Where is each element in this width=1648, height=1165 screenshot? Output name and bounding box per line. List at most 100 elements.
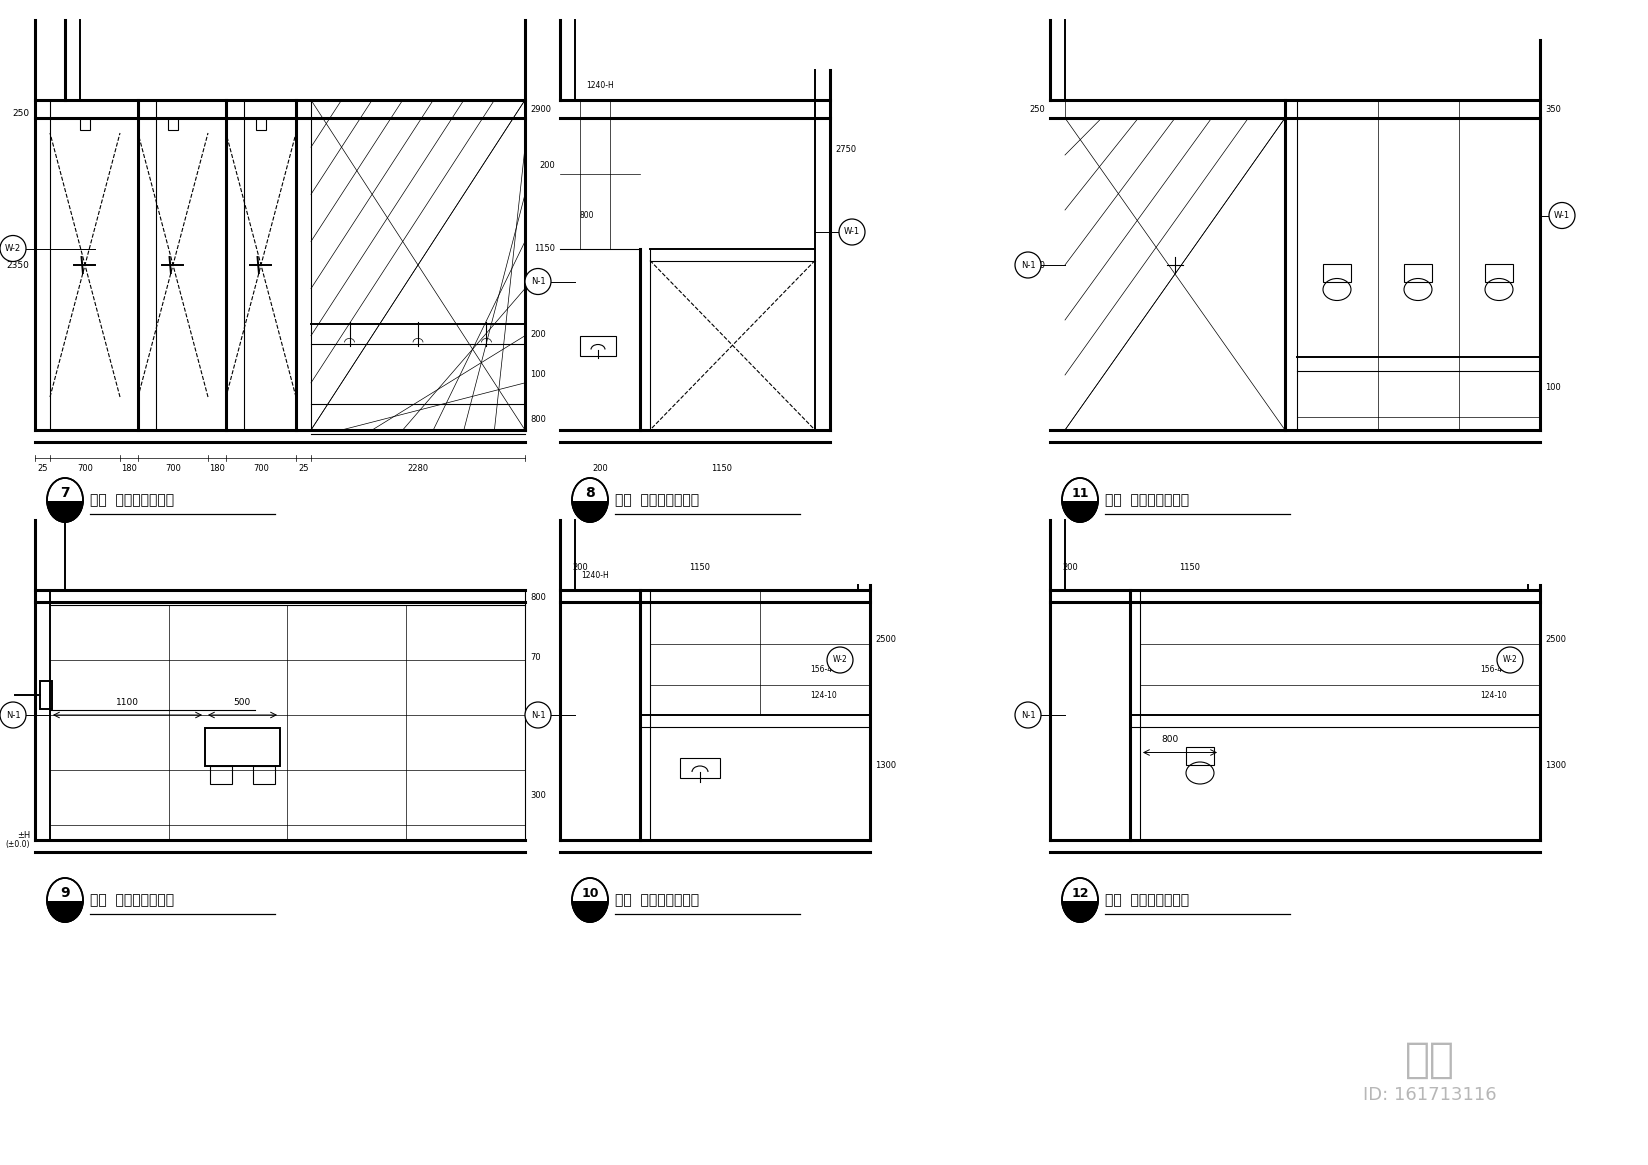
Polygon shape — [1061, 901, 1098, 922]
Bar — [255, 118, 265, 130]
Polygon shape — [1061, 878, 1098, 901]
Polygon shape — [1061, 478, 1098, 500]
Polygon shape — [572, 478, 608, 500]
Text: 1150: 1150 — [534, 243, 555, 253]
Circle shape — [0, 235, 26, 261]
Text: 2500: 2500 — [1544, 635, 1566, 644]
Text: 500: 500 — [234, 698, 250, 707]
Polygon shape — [572, 500, 608, 522]
Text: 1150: 1150 — [689, 563, 710, 572]
Text: 2280: 2280 — [407, 464, 428, 473]
Text: 200: 200 — [539, 162, 555, 170]
Text: W-1: W-1 — [844, 227, 860, 236]
Text: W-1: W-1 — [1554, 211, 1571, 220]
Text: 350: 350 — [1544, 106, 1561, 114]
Text: 180: 180 — [120, 464, 137, 473]
Polygon shape — [48, 500, 82, 522]
Text: 二层  女衛生間立面圖: 二层 女衛生間立面圖 — [615, 493, 699, 507]
Text: 1240-H: 1240-H — [582, 571, 608, 580]
Text: 300: 300 — [531, 791, 545, 799]
Bar — [40, 682, 53, 709]
Text: 7: 7 — [61, 487, 69, 501]
Text: N-1: N-1 — [1020, 711, 1035, 720]
Text: 2000: 2000 — [1023, 261, 1045, 269]
Text: W-2: W-2 — [1503, 656, 1518, 664]
Text: 100: 100 — [531, 370, 545, 379]
Text: 200: 200 — [531, 330, 545, 339]
Text: 1150: 1150 — [712, 464, 732, 473]
Text: 200: 200 — [592, 464, 608, 473]
Text: 124-10: 124-10 — [811, 691, 837, 699]
Text: 11: 11 — [1071, 487, 1089, 500]
Polygon shape — [572, 878, 608, 901]
Circle shape — [0, 702, 26, 728]
Polygon shape — [48, 901, 82, 922]
Text: 2350: 2350 — [7, 261, 30, 269]
Polygon shape — [48, 478, 82, 500]
Text: N-1: N-1 — [1020, 261, 1035, 269]
Bar — [204, 727, 280, 765]
Text: 70: 70 — [531, 652, 541, 662]
Text: 2200: 2200 — [531, 711, 550, 720]
Text: 1300: 1300 — [875, 761, 897, 770]
Text: 200: 200 — [1061, 563, 1078, 572]
Text: 250: 250 — [1030, 106, 1045, 114]
Text: N-1: N-1 — [531, 277, 545, 285]
Text: 700: 700 — [165, 464, 181, 473]
Bar — [81, 118, 91, 130]
Text: 2750: 2750 — [836, 144, 855, 154]
Text: 700: 700 — [254, 464, 269, 473]
Text: 二层  女管生間立面圖: 二层 女管生間立面圖 — [615, 894, 699, 908]
Text: 124-10: 124-10 — [1480, 691, 1506, 699]
Bar — [1323, 263, 1351, 282]
Bar — [580, 336, 616, 355]
Text: 知末: 知末 — [1406, 1039, 1455, 1081]
Text: 25: 25 — [298, 464, 308, 473]
Text: 10: 10 — [582, 887, 598, 899]
Circle shape — [827, 647, 854, 673]
Text: 9: 9 — [61, 887, 69, 901]
Bar — [209, 765, 232, 784]
Text: 800: 800 — [580, 211, 595, 220]
Text: 800: 800 — [531, 415, 545, 424]
Bar — [681, 758, 720, 778]
Text: 156-4: 156-4 — [1480, 665, 1501, 675]
Circle shape — [1015, 252, 1042, 278]
Text: N-1: N-1 — [531, 711, 545, 720]
Text: 800: 800 — [531, 593, 545, 602]
Bar — [168, 118, 178, 130]
Text: 200: 200 — [572, 563, 588, 572]
Bar — [254, 765, 275, 784]
Text: (±0.0): (±0.0) — [5, 840, 30, 849]
Text: 2900: 2900 — [531, 106, 550, 114]
Text: 156-4: 156-4 — [811, 665, 832, 675]
Text: 8: 8 — [585, 487, 595, 501]
Text: W-2: W-2 — [832, 656, 847, 664]
Text: 180: 180 — [209, 464, 224, 473]
Text: 250: 250 — [12, 110, 30, 119]
Circle shape — [526, 268, 550, 295]
Text: 1100: 1100 — [115, 698, 138, 707]
Circle shape — [1015, 702, 1042, 728]
Text: 1300: 1300 — [1544, 761, 1566, 770]
Bar — [1404, 263, 1432, 282]
Text: ID: 161713116: ID: 161713116 — [1363, 1086, 1496, 1104]
Polygon shape — [572, 901, 608, 922]
Text: 二层  女衛生間立面圖: 二层 女衛生間立面圖 — [91, 894, 175, 908]
Text: 12: 12 — [1071, 887, 1089, 899]
Text: 800: 800 — [1162, 735, 1178, 744]
Circle shape — [526, 702, 550, 728]
Text: 1150: 1150 — [1180, 563, 1200, 572]
Bar — [1485, 263, 1513, 282]
Polygon shape — [48, 878, 82, 901]
Text: 二层  女衛生間立面圖: 二层 女衛生間立面圖 — [1106, 894, 1190, 908]
Text: 1240-H: 1240-H — [587, 82, 613, 90]
Bar — [1187, 747, 1215, 765]
Text: N-1: N-1 — [5, 711, 20, 720]
Polygon shape — [1061, 500, 1098, 522]
Text: 二层  女衛生間立面圖: 二层 女衛生間立面圖 — [1106, 493, 1190, 507]
Text: 700: 700 — [77, 464, 92, 473]
Text: ±H: ±H — [16, 831, 30, 840]
Circle shape — [1496, 647, 1523, 673]
Text: 二层  女衛生間立面圖: 二层 女衛生間立面圖 — [91, 493, 175, 507]
